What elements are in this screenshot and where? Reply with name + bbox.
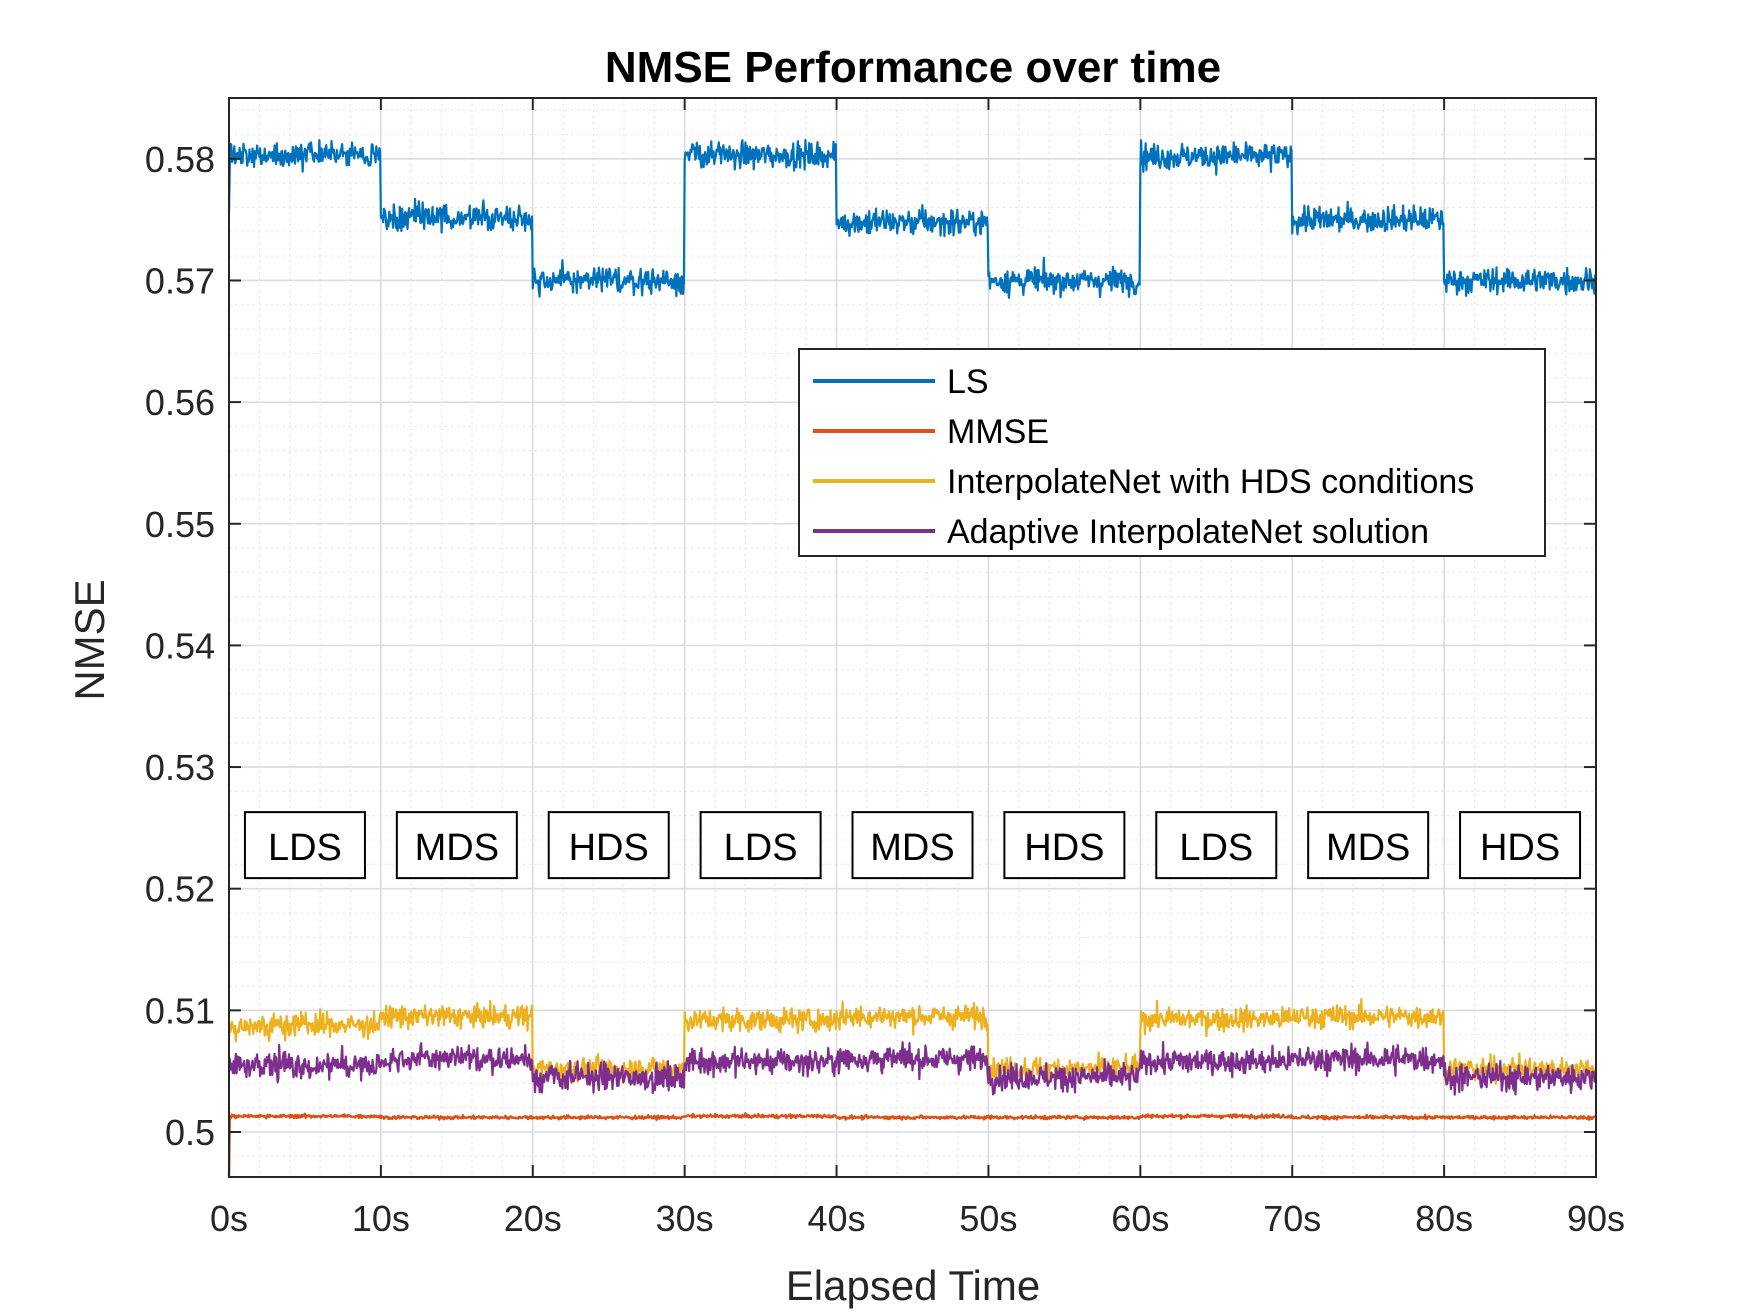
y-tick-label: 0.56 [145,382,215,423]
x-tick-label: 0s [210,1198,248,1239]
region-annotations: LDS MDS HDS LDS MDS HDS LDS MDS HDS [243,811,1582,880]
y-tick-label: 0.54 [145,625,215,666]
y-tick-label: 0.52 [145,869,215,910]
region-label-box [1003,811,1126,880]
y-tick-label: 0.55 [145,504,215,545]
region-label-text: MDS [415,827,499,869]
series-line-adaptive-interpolatenet-solution [227,1040,1598,1096]
x-tick-label: 50s [959,1198,1017,1239]
region-label-box [1155,811,1278,880]
region-label-text: MDS [1326,827,1410,869]
region-label-text: HDS [1480,827,1560,869]
series-lines [227,138,1598,1178]
region-label-text: LDS [268,827,342,869]
legend-entry-ls[interactable]: LS [813,363,989,401]
region-label-lds: LDS [699,811,822,880]
region-label-lds: LDS [1155,811,1278,880]
series-line-interpolatenet-with-hds-conditions [227,997,1597,1086]
region-label-text: LDS [724,827,798,869]
region-label-mds: MDS [395,811,518,880]
region-label-box [851,811,974,880]
y-tick-label: 0.5 [165,1112,215,1153]
region-label-box [1307,811,1430,880]
legend-box [798,348,1546,557]
legend-label: InterpolateNet with HDS conditions [947,463,1474,501]
x-tick-label: 40s [808,1198,866,1239]
chart-title: NMSE Performance over time [605,43,1221,92]
region-label-hds: HDS [1003,811,1126,880]
legend-entry-adaptive-interpolatenet-solution[interactable]: Adaptive InterpolateNet solution [813,513,1429,551]
region-label-hds: HDS [547,811,670,880]
x-tick-label: 80s [1415,1198,1473,1239]
series-line-mmse [227,1112,1597,1178]
region-label-box [243,811,366,880]
y-axis-label: NMSE [66,579,113,700]
x-axis-label: Elapsed Time [786,1262,1040,1309]
y-tick-label: 0.58 [145,139,215,180]
x-tick-label: 10s [352,1198,410,1239]
axes: 0s 10s 20s 30s 40s 50s 60s 70s 80s 90s 0.5 0.51 0.52… [145,97,1625,1239]
y-tick-label: 0.57 [145,260,215,301]
region-label-text: HDS [1024,827,1104,869]
region-label-text: LDS [1179,827,1253,869]
region-label-text: HDS [569,827,649,869]
series-line-ls [227,138,1598,299]
x-tick-label: 30s [656,1198,714,1239]
x-tick-label: 70s [1263,1198,1321,1239]
region-label-box [699,811,822,880]
region-label-mds: MDS [851,811,974,880]
region-label-box [395,811,518,880]
legend-entry-mmse[interactable]: MMSE [813,413,1049,451]
x-tick-label: 60s [1111,1198,1169,1239]
region-label-hds: HDS [1459,811,1582,880]
legend-label: Adaptive InterpolateNet solution [947,513,1429,551]
y-tick-label: 0.53 [145,747,215,788]
axes-box [228,97,1597,1178]
region-label-mds: MDS [1307,811,1430,880]
region-label-box [1459,811,1582,880]
x-tick-label: 90s [1567,1198,1625,1239]
x-tick-label: 20s [504,1198,562,1239]
y-tick-label: 0.51 [145,990,215,1031]
plot-area [229,98,1596,1177]
legend-label: LS [947,363,989,401]
legend[interactable]: LS MMSE InterpolateNet with HDS conditions… [798,348,1546,557]
legend-entry-interpolatenet-with-hds-conditions[interactable]: InterpolateNet with HDS conditions [813,463,1474,501]
region-label-lds: LDS [243,811,366,880]
legend-label: MMSE [947,413,1049,451]
region-label-text: MDS [870,827,954,869]
region-label-box [547,811,670,880]
